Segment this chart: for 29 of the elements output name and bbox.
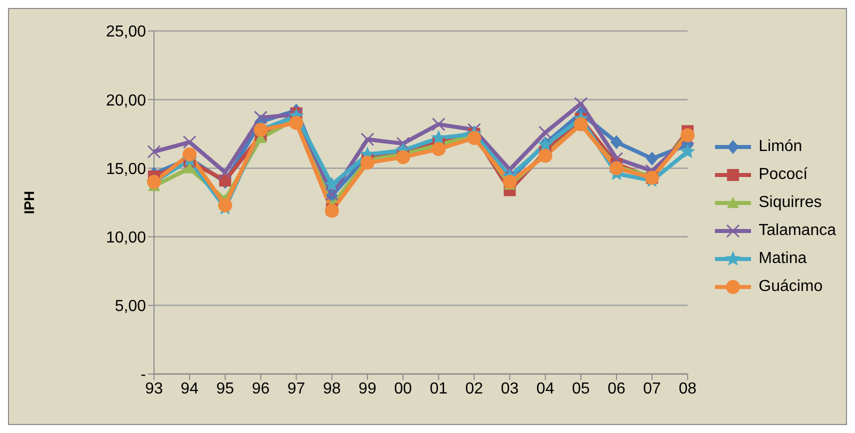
legend-label: Guácimo [758, 278, 823, 296]
x-tick-label: 03 [500, 380, 519, 398]
x-tick-label: 05 [572, 380, 590, 398]
legend-label: Matina [758, 250, 807, 268]
y-tick-label: 20,00 [106, 92, 146, 110]
x-tick-label: 93 [145, 380, 163, 398]
y-axis-title: IPH [20, 190, 37, 214]
legend-label: Limón [758, 138, 802, 156]
y-tick-label: 5,00 [114, 298, 146, 316]
y-tick-label: 15,00 [106, 160, 146, 178]
x-tick-label: 94 [180, 380, 199, 398]
legend-label: Siquirres [758, 194, 822, 212]
legend-label: Pococí [758, 166, 808, 184]
x-tick-label: 98 [322, 380, 341, 398]
x-tick-label: 04 [536, 380, 554, 398]
x-tick-label: 07 [643, 380, 662, 398]
x-tick-label: 08 [678, 380, 697, 398]
x-tick-label: 96 [252, 380, 270, 398]
x-tick-label: 95 [216, 380, 234, 398]
legend-label: Talamanca [758, 222, 836, 240]
x-tick-label: 00 [394, 380, 412, 398]
x-tick-label: 06 [608, 380, 626, 398]
x-tick-label: 99 [358, 380, 376, 398]
y-tick-label: 25,00 [106, 24, 146, 41]
y-tick-label: 10,00 [106, 229, 146, 246]
x-tick-label: 01 [430, 380, 448, 398]
y-tick-label: - [140, 366, 146, 384]
x-tick-label: 02 [465, 380, 484, 398]
x-tick-label: 97 [287, 380, 306, 398]
